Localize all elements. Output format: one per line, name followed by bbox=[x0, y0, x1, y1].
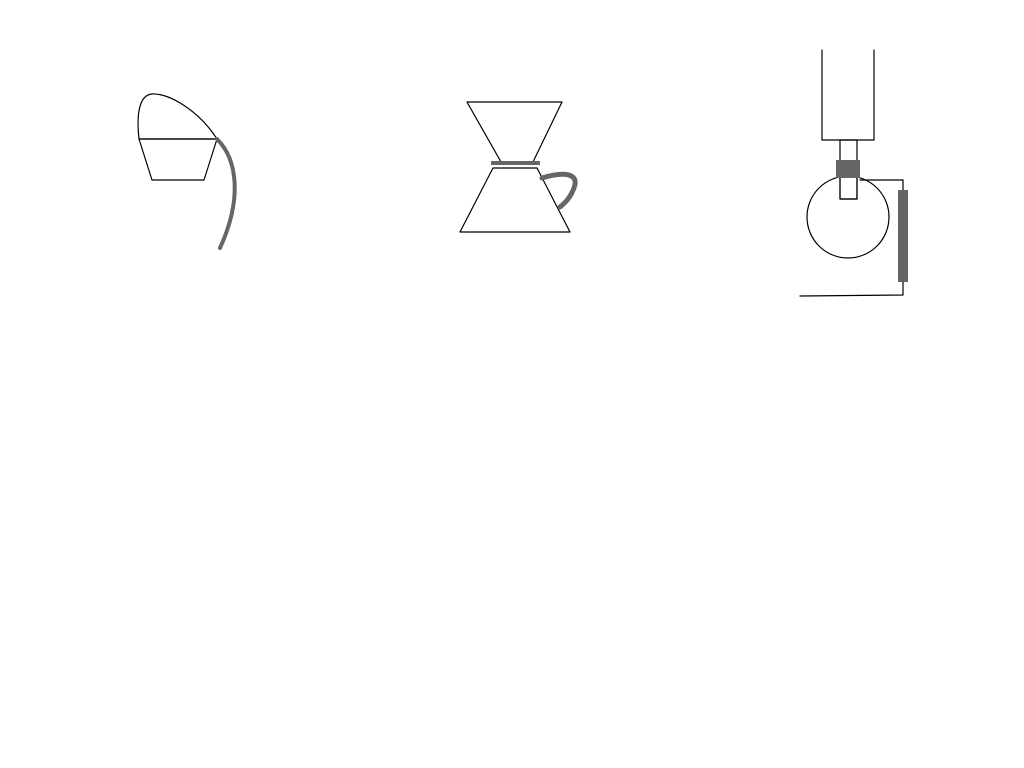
neck-tube-overlap bbox=[839, 175, 858, 200]
neck-clamp bbox=[836, 160, 860, 178]
cup-body-outline bbox=[138, 138, 218, 181]
side-wire bbox=[859, 179, 904, 191]
funnel-outline bbox=[466, 101, 563, 163]
side-bar bbox=[898, 190, 908, 282]
round-flask-apparatus-drawing bbox=[799, 49, 908, 297]
pouring-cup-drawing bbox=[137, 93, 237, 250]
base-wire bbox=[799, 281, 904, 297]
jug-handle bbox=[539, 171, 578, 210]
pour-stream bbox=[215, 137, 237, 250]
upper-tube bbox=[821, 49, 875, 141]
flask-bulb bbox=[806, 175, 890, 259]
funnel-jug-drawing bbox=[459, 101, 578, 233]
funnel-band bbox=[491, 161, 540, 165]
jug-outline bbox=[459, 167, 571, 233]
cup-dome-outline bbox=[137, 93, 218, 140]
